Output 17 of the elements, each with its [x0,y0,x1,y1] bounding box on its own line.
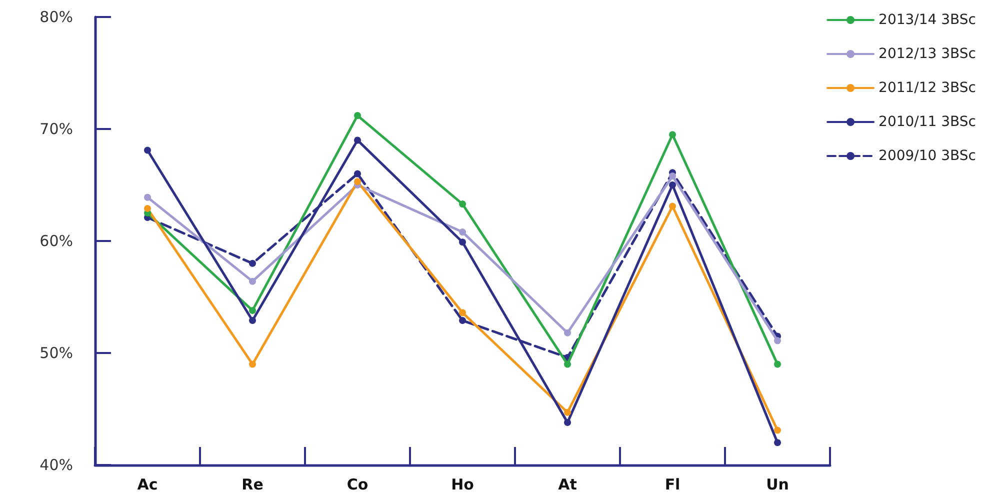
y-tick-label: 70% [40,120,73,138]
x-tick-label: Fl [664,476,680,494]
x-tick-label: Ac [137,476,158,494]
legend-label: 2011/12 3BSc [878,80,976,96]
x-tick-label: Ho [451,476,474,494]
legend-label: 2009/10 3BSc [878,148,976,164]
legend-label: 2010/11 3BSc [878,114,976,130]
x-tick-label: Un [766,476,789,494]
x-tick-label: At [558,476,577,494]
legend-label: 2013/14 3BSc [878,12,976,28]
legend-label: 2012/13 3BSc [878,46,976,62]
y-tick-label: 60% [40,232,73,250]
y-tick-label: 50% [40,344,73,362]
y-tick-label: 80% [40,8,73,26]
y-tick-label: 40% [40,456,73,474]
x-tick-label: Co [346,476,368,494]
x-tick-label: Re [242,476,264,494]
